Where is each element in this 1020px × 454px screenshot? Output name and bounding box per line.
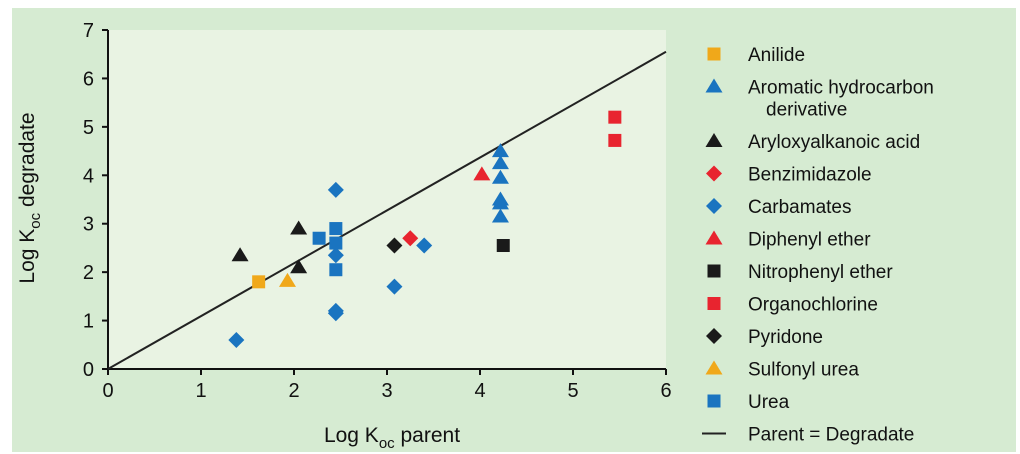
aromatic-hydrocarbon-point <box>491 155 509 170</box>
diphenyl-ether-point <box>473 166 491 181</box>
legend-marker-diphenyl-ether <box>705 230 723 245</box>
legend-label-pyridone: Pyridone <box>748 327 823 348</box>
urea-point <box>329 222 343 236</box>
legend-marker-anilide <box>707 47 721 61</box>
y-tick-label: 4 <box>83 165 94 187</box>
x-tick-label: 3 <box>381 380 392 402</box>
legend-label-aromatic-hydrocarbon: Aromatic hydrocarbon <box>748 78 934 99</box>
aromatic-hydrocarbon-point <box>491 208 509 223</box>
legend-label-organochlorine: Organochlorine <box>748 295 878 316</box>
legend-marker-aryloxyalkanoic-acid <box>705 133 723 147</box>
urea-point <box>329 263 343 277</box>
legend-label-carbamates: Carbamates <box>748 197 852 218</box>
y-tick-label: 3 <box>83 214 94 236</box>
x-tick-label: 4 <box>474 380 485 402</box>
legend-label-anilide: Anilide <box>748 45 805 66</box>
aromatic-hydrocarbon-point <box>491 195 509 210</box>
reference-line-group <box>107 50 667 370</box>
plot-area <box>108 30 666 369</box>
y-tick-label: 5 <box>83 117 94 139</box>
legend-marker-nitrophenyl-ether <box>707 264 721 278</box>
urea-point <box>312 231 326 245</box>
aryloxyalkanoic-acid-point <box>231 247 249 262</box>
organochlorine-point <box>608 133 622 147</box>
x-tick-label: 1 <box>195 380 206 402</box>
aromatic-hydrocarbon-point <box>491 143 509 158</box>
x-tick-label: 6 <box>660 380 671 402</box>
urea-point <box>329 236 343 250</box>
legend-marker-sulfonyl-urea <box>705 360 723 375</box>
anilide-point <box>252 275 266 289</box>
x-axis-label: Log Koc parent <box>324 424 460 452</box>
legend-marker-benzimidazole <box>706 165 722 182</box>
parent-equals-degradate-line <box>107 50 667 370</box>
pyridone-point <box>386 237 403 254</box>
carbamates-point <box>228 331 245 348</box>
y-tick-label: 2 <box>83 262 94 284</box>
legend-marker-urea <box>707 394 721 408</box>
legend-label-sulfonyl-urea: Sulfonyl urea <box>748 360 859 381</box>
carbamates-point <box>416 237 433 254</box>
x-tick-label: 0 <box>102 380 113 402</box>
legend-label-diphenyl-ether: Diphenyl ether <box>748 230 871 251</box>
y-axis-label: Log Koc degradate <box>16 112 44 283</box>
sulfonyl-urea-point <box>278 272 296 287</box>
legend-label-benzimidazole: Benzimidazole <box>748 165 872 186</box>
x-tick-label: 5 <box>567 380 578 402</box>
legend-marker-carbamates <box>706 198 722 214</box>
legend-marker-pyridone <box>706 328 722 344</box>
aryloxyalkanoic-acid-point <box>290 220 308 235</box>
organochlorine-point <box>608 110 622 124</box>
x-tick-label: 2 <box>288 380 299 402</box>
carbamates-point <box>327 181 344 198</box>
legend-label-nitrophenyl-ether: Nitrophenyl ether <box>748 262 893 283</box>
tick-group: 0 1 2 3 4 5 6 0 1 2 3 4 5 6 7 <box>83 20 672 402</box>
legend-label-aromatic-hydrocarbon-line2: derivative <box>766 100 847 121</box>
y-tick-label: 6 <box>83 68 94 90</box>
legend-label-urea: Urea <box>748 392 790 413</box>
benzimidazole-point <box>402 230 419 247</box>
aromatic-hydrocarbon-point <box>491 169 509 184</box>
legend-marker-aromatic-hydrocarbon <box>705 78 723 93</box>
legend-marker-organochlorine <box>707 297 721 310</box>
data-points <box>228 110 622 348</box>
legend-label-parent-equals-degradate: Parent = Degradate <box>748 425 914 446</box>
carbamates-point <box>327 247 344 264</box>
aryloxyalkanoic-acid-point <box>290 259 308 274</box>
y-tick-label: 7 <box>83 20 94 42</box>
y-tick-label: 1 <box>83 311 94 333</box>
carbamates-point <box>386 278 403 295</box>
nitrophenyl-ether-point <box>496 239 510 253</box>
carbamates-point <box>327 305 344 322</box>
y-tick-label: 0 <box>83 359 94 381</box>
legend-label-aryloxyalkanoic-acid: Aryloxyalkanoic acid <box>748 132 920 153</box>
